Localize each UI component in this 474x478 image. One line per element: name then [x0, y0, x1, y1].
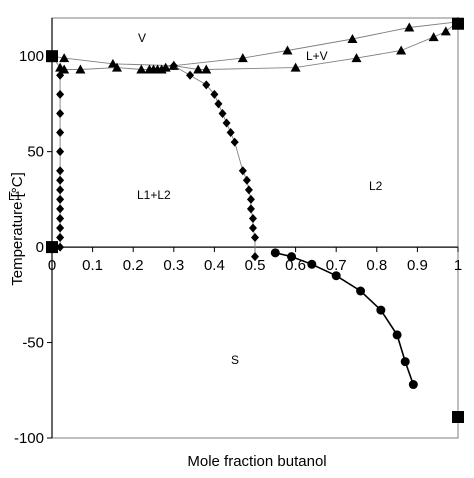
data-point-diamond	[56, 108, 65, 118]
data-point-diamond	[251, 252, 259, 262]
data-point-triangle	[136, 64, 147, 74]
data-point-diamond	[202, 80, 211, 90]
region-label-lv: L+V	[306, 49, 328, 63]
data-point-diamond	[242, 175, 251, 185]
x-tick-label: 0	[48, 257, 56, 274]
x-tick-label: 0.2	[123, 257, 144, 274]
data-point-diamond	[56, 89, 65, 99]
y-tick-label: 50	[27, 144, 44, 161]
data-point-triangle	[396, 45, 407, 55]
data-point-diamond	[56, 166, 65, 176]
x-tick-label: 0.7	[326, 257, 347, 274]
data-point-triangle	[440, 26, 451, 36]
data-point-diamond	[56, 233, 65, 243]
series-triangle-0	[47, 16, 463, 70]
data-point-diamond	[56, 147, 65, 157]
data-point-square	[452, 17, 464, 30]
x-tick-label: 0.4	[204, 257, 225, 274]
data-point-circle	[400, 357, 410, 367]
data-point-triangle	[59, 53, 70, 63]
data-point-diamond	[222, 118, 231, 128]
data-point-square	[452, 411, 464, 423]
series-triangle-1	[47, 16, 463, 74]
x-tick-label: 0.3	[163, 257, 184, 274]
region-label-l1l2: L1+L2	[137, 188, 171, 202]
data-point-diamond	[56, 242, 65, 252]
series-diamond-2	[56, 70, 65, 252]
y-axis-ticks: -100 -50 0 50 100	[14, 48, 52, 447]
data-point-diamond	[56, 213, 65, 223]
data-point-diamond	[56, 223, 65, 233]
data-point-triangle	[237, 53, 248, 63]
data-point-diamond	[218, 108, 227, 118]
y-axis-title: Temperature [°C]	[9, 172, 26, 286]
data-point-circle	[392, 330, 402, 340]
y-tick-label: 0	[36, 239, 44, 256]
data-point-diamond	[248, 213, 257, 223]
data-point-diamond	[186, 70, 195, 80]
data-point-diamond	[246, 194, 255, 204]
data-point-diamond	[230, 137, 239, 147]
data-point-diamond	[248, 223, 257, 233]
data-point-triangle	[290, 62, 301, 72]
data-point-triangle	[59, 64, 70, 74]
data-point-circle	[307, 259, 317, 269]
data-point-triangle	[282, 45, 293, 55]
data-point-triangle	[160, 62, 171, 72]
data-point-diamond	[169, 61, 178, 71]
data-point-circle	[356, 286, 366, 296]
data-point-diamond	[214, 99, 223, 109]
data-point-circle	[376, 305, 386, 315]
x-tick-label: 0.8	[366, 257, 387, 274]
data-point-triangle	[347, 34, 358, 43]
region-label-l1: L1	[8, 189, 22, 203]
region-label-l2: L2	[369, 179, 383, 193]
data-point-square	[46, 50, 58, 63]
data-point-diamond	[56, 204, 65, 214]
data-point-square	[46, 241, 58, 254]
data-point-diamond	[56, 128, 65, 138]
x-tick-label: 0.1	[82, 257, 103, 274]
data-point-diamond	[226, 128, 235, 138]
x-tick-label: 0.9	[407, 257, 428, 274]
data-point-diamond	[56, 70, 65, 80]
data-point-triangle	[75, 64, 86, 74]
data-point-circle	[331, 271, 341, 281]
y-tick-label: 100	[19, 48, 44, 65]
data-point-triangle	[111, 62, 122, 72]
x-axis-ticks: 0 0.1 0.2 0.3 0.4 0.5 0.6 0.7 0.8 0.9 1	[48, 247, 462, 274]
x-tick-label: 1	[454, 257, 462, 274]
data-point-circle	[408, 380, 418, 390]
series-diamond-3	[169, 61, 259, 262]
y-tick-label: -50	[22, 335, 44, 352]
data-point-triangle	[193, 64, 204, 74]
series-square-5	[46, 17, 464, 423]
data-point-diamond	[56, 175, 65, 185]
series-circle-4	[270, 248, 418, 390]
y-tick-label: -100	[14, 430, 44, 447]
data-point-triangle	[351, 53, 362, 63]
x-tick-label: 0.6	[285, 257, 306, 274]
x-tick-label: 0.5	[245, 257, 266, 274]
data-point-diamond	[246, 204, 255, 214]
data-point-circle	[270, 248, 280, 258]
data-point-circle	[287, 252, 297, 262]
series-layer	[46, 16, 464, 423]
region-label-s: S	[231, 353, 239, 367]
region-label-v: V	[138, 31, 146, 45]
data-point-diamond	[56, 194, 65, 204]
data-point-diamond	[238, 166, 247, 176]
data-point-diamond	[56, 185, 65, 195]
data-point-diamond	[210, 89, 219, 99]
data-point-triangle	[201, 64, 212, 74]
data-point-diamond	[244, 185, 253, 195]
data-point-triangle	[428, 32, 439, 42]
data-point-diamond	[251, 233, 259, 243]
x-axis-title: Mole fraction butanol	[187, 453, 326, 470]
data-point-triangle	[404, 22, 415, 32]
